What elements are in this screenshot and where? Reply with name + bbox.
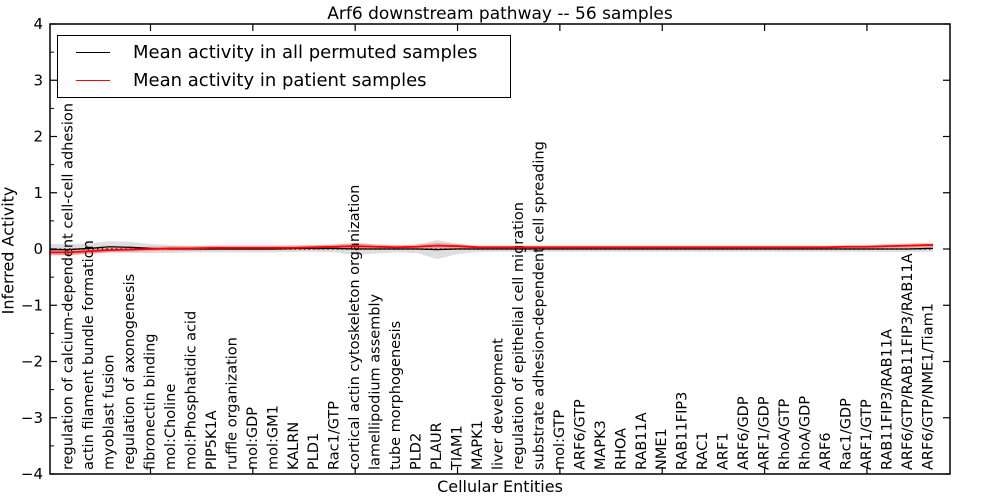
x-tick-label: RAC1 [695,431,711,470]
x-tick-label: RAB11FIP3 [675,392,691,470]
x-tick-label: liver development [490,338,506,470]
legend-label-patient: Mean activity in patient samples [133,69,427,91]
x-tick-label: mol:GM1 [265,405,281,470]
x-tick-label: RhoA/GTP [777,398,793,470]
x-tick-label: MAPK3 [593,420,609,470]
y-tick-label: 3 [33,71,43,89]
legend-entry-patient: Mean activity in patient samples [58,67,510,93]
x-tick-label: actin filament bundle formation [81,240,97,470]
x-tick-label: Rac1/GDP [838,398,854,470]
y-tick-label: 4 [33,15,43,33]
x-tick-label: ARF6/GTP/RAB11FIP3/RAB11A [900,253,916,470]
x-tick-label: ARF1/GTP [859,399,875,470]
y-tick-label: 1 [33,184,43,202]
x-tick-label: cortical actin cytoskeleton organization [347,185,363,470]
y-tick-label: 0 [33,240,43,258]
legend-label-permuted: Mean activity in all permuted samples [133,42,478,64]
x-tick-label: ARF6/GTP [572,399,588,470]
x-tick-label: myoblast fusion [102,355,118,470]
x-tick-label: regulation of calcium-dependent cell-cel… [61,103,77,470]
x-tick-label: MAPK1 [470,420,486,470]
x-tick-label: KALRN [286,422,302,470]
x-tick-label: PLD2 [409,433,425,470]
x-tick-label: lamellipodium assembly [368,293,384,470]
x-tick-label: RHOA [613,428,629,470]
y-tick-label: −3 [21,409,43,427]
x-tick-label: PIP5K1A [204,410,220,470]
y-axis-label: Inferred Activity [0,186,18,315]
x-tick-label: mol:GDP [245,407,261,470]
x-tick-label: fibronectin binding [142,334,158,471]
legend-line-sample-red [76,79,110,81]
x-tick-label: PLAUR [429,422,445,470]
x-tick-label: ARF6 [818,432,834,470]
x-tick-label: NME1 [654,428,670,470]
patient-mean-line [50,244,933,254]
y-tick-label: 2 [33,128,43,146]
x-tick-label: ARF6/GDP [736,396,752,470]
legend-entry-permuted: Mean activity in all permuted samples [58,40,510,66]
x-tick-label: PLD1 [306,433,322,470]
y-tick-label: −1 [21,296,43,314]
x-tick-label: regulation of epithelial cell migration [511,202,527,470]
x-tick-label: mol:GTP [552,410,568,470]
x-tick-label: tube morphogenesis [388,321,404,470]
x-tick-label: ruffle organization [224,337,240,470]
x-tick-label: TIAM1 [450,425,466,471]
chart-title: Arf6 downstream pathway -- 56 samples [327,4,673,24]
y-tick-label: −2 [21,353,43,371]
x-tick-label: RAB11A [634,412,650,470]
x-tick-label: RhoA/GDP [798,396,814,470]
x-tick-label: ARF1/GDP [757,396,773,470]
y-tick-label: −4 [21,465,43,483]
x-tick-label: mol:Choline [163,384,179,470]
x-tick-label: regulation of axonogenesis [122,274,138,470]
x-tick-label: mol:Phosphatidic acid [183,311,199,470]
x-tick-label: RAB11FIP3/RAB11A [879,329,895,470]
x-tick-label: Rac1/GTP [327,401,343,470]
legend: Mean activity in all permuted samples Me… [57,35,511,98]
x-axis-label: Cellular Entities [437,477,563,496]
x-tick-label: substrate adhesion-dependent cell spread… [531,141,547,470]
x-tick-label: ARF1 [716,432,732,470]
x-tick-label: ARF6/GTP/NME1/Tiam1 [920,303,936,470]
legend-line-sample-black [76,52,110,54]
